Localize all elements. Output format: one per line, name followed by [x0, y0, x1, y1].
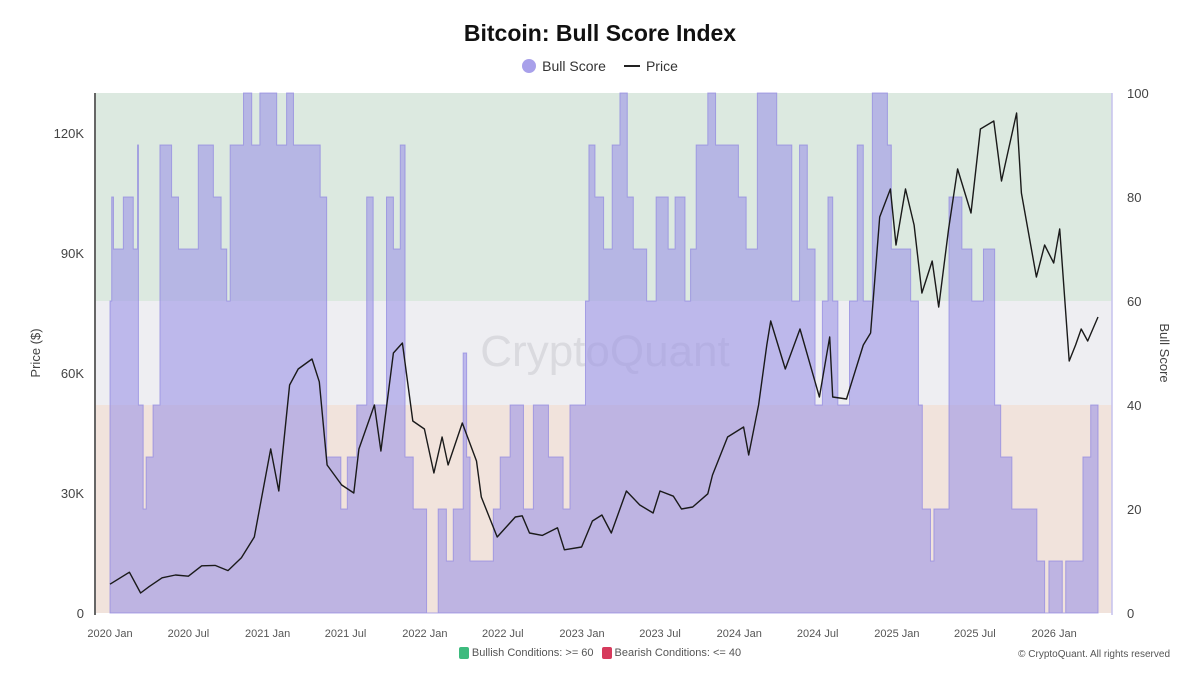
bullish-swatch-icon [458, 647, 469, 660]
bearish-label: Bearish Conditions: <= 40 [614, 647, 742, 659]
x-tick-label: 2022 Jan [402, 628, 447, 640]
bearish-swatch-icon [601, 647, 612, 660]
left-tick-label: 60K [61, 366, 84, 381]
x-tick-label: 2020 Jan [87, 628, 132, 640]
left-axis-title: Price ($) [28, 328, 43, 377]
legend: Bull Score Price [0, 58, 1200, 74]
x-tick-label: 2023 Jul [639, 628, 681, 640]
x-tick-label: 2026 Jan [1031, 628, 1076, 640]
x-tick-label: 2025 Jul [954, 628, 996, 640]
x-tick-label: 2025 Jan [874, 628, 919, 640]
legend-item-bull-score[interactable]: Bull Score [522, 58, 606, 74]
bull-score-area [109, 92, 1099, 614]
bullish-label: Bullish Conditions: >= 60 [471, 647, 594, 659]
x-tick-label: 2021 Jan [245, 628, 290, 640]
right-tick-label: 100 [1127, 86, 1149, 101]
right-tick-label: 60 [1127, 294, 1141, 309]
left-tick-label: 30K [61, 486, 84, 501]
left-tick-label: 0 [77, 606, 84, 621]
x-tick-label: 2021 Jul [325, 628, 367, 640]
bullish-legend: Bullish Conditions: >= 60 [458, 647, 594, 660]
right-tick-label: 20 [1127, 502, 1141, 517]
price-line-swatch-icon [623, 65, 640, 67]
legend-label: Bull Score [542, 58, 606, 74]
copyright: © CryptoQuant. All rights reserved [1018, 649, 1170, 660]
right-tick-label: 0 [1127, 606, 1134, 621]
x-tick-label: 2020 Jul [168, 628, 210, 640]
x-tick-label: 2024 Jan [717, 628, 762, 640]
bull-score-swatch-icon [522, 59, 537, 73]
zone-legend: Bullish Conditions: >= 60 Bearish Condit… [0, 647, 1200, 660]
x-tick-label: 2024 Jul [797, 628, 839, 640]
x-tick-label: 2022 Jul [482, 628, 524, 640]
left-tick-label: 120K [54, 126, 85, 141]
right-axis-title: Bull Score [1157, 323, 1172, 382]
right-tick-label: 80 [1127, 190, 1141, 205]
legend-label: Price [645, 58, 678, 74]
price-line [109, 112, 1099, 594]
legend-item-price[interactable]: Price [623, 58, 678, 74]
left-tick-label: 90K [61, 246, 84, 261]
bearish-legend: Bearish Conditions: <= 40 [601, 647, 742, 660]
chart-title: Bitcoin: Bull Score Index [463, 20, 737, 46]
x-tick-label: 2023 Jan [559, 628, 604, 640]
right-tick-label: 40 [1127, 398, 1141, 413]
